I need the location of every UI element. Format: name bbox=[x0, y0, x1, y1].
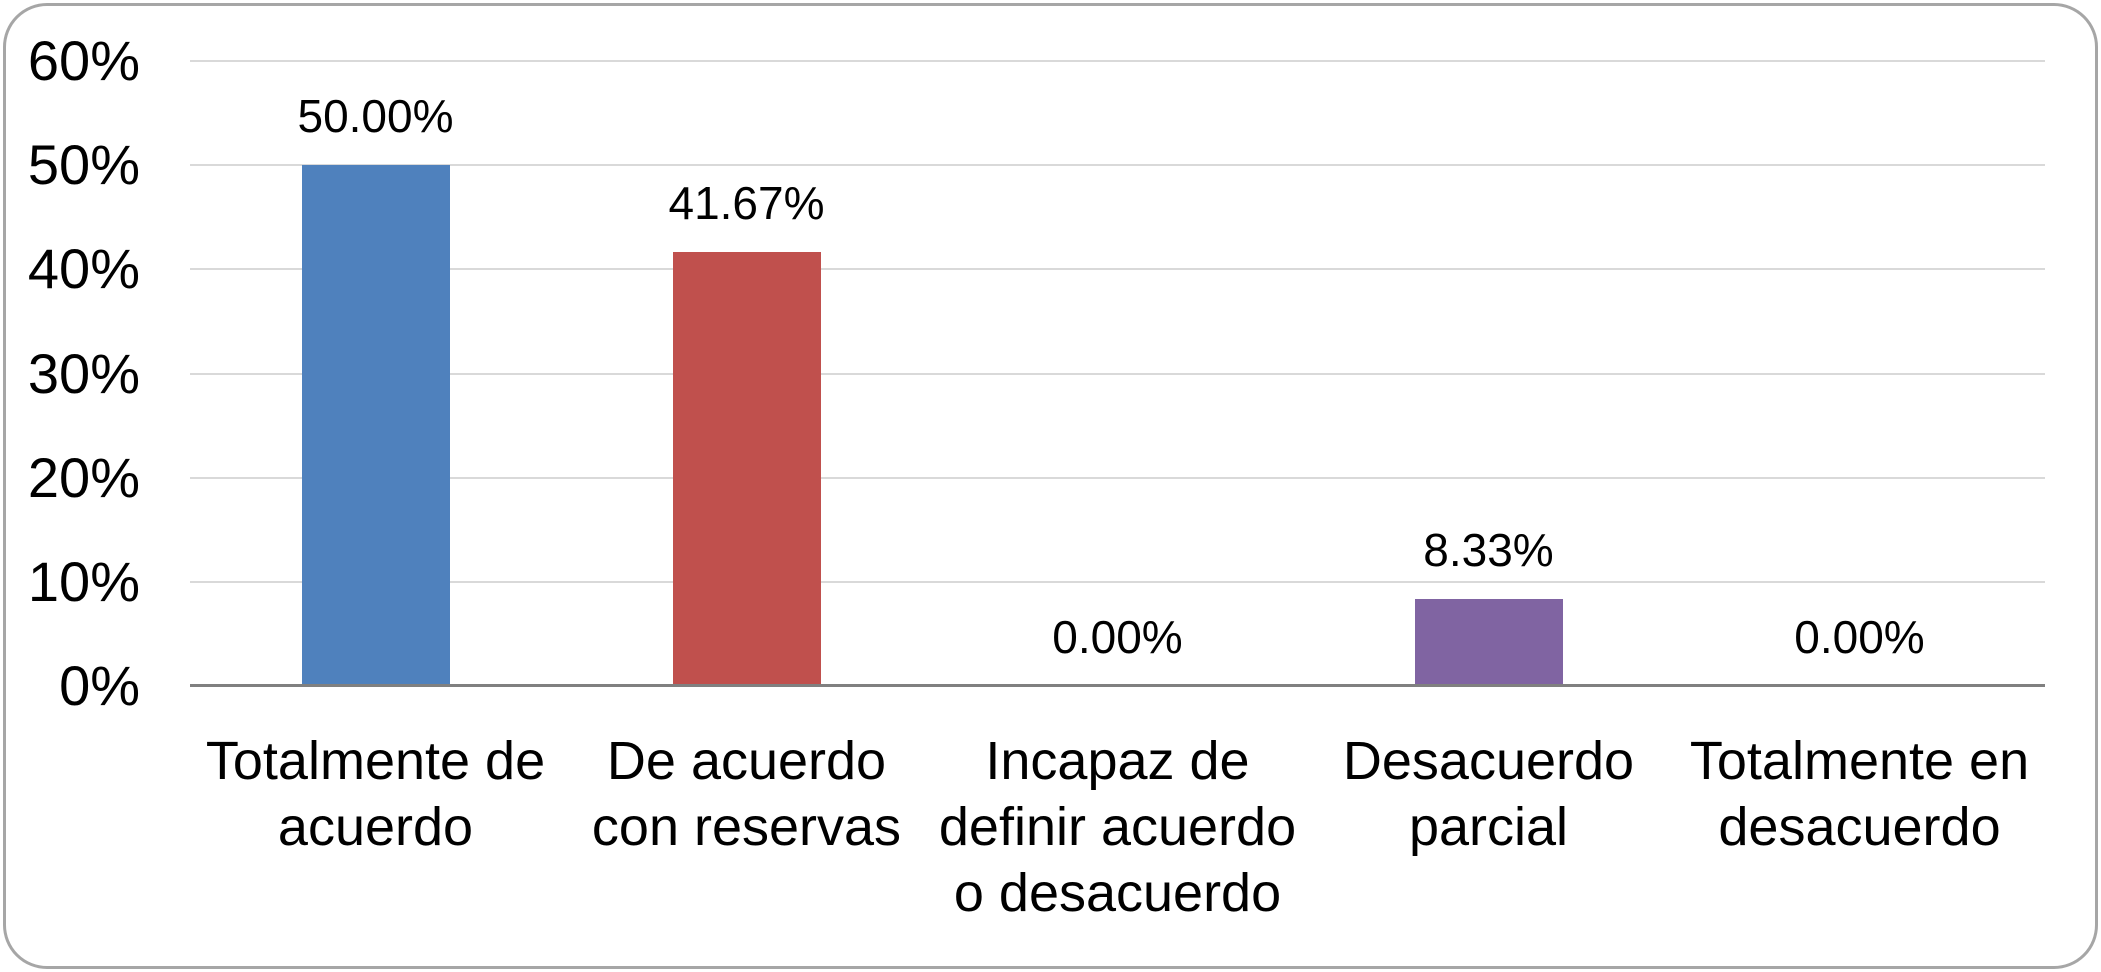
y-tick-label: 50% bbox=[27, 133, 140, 197]
category-label: Desacuerdo parcial bbox=[1303, 728, 1674, 860]
data-label: 0.00% bbox=[1052, 611, 1183, 663]
category-label-line: con reservas bbox=[591, 797, 902, 857]
category-label-line: parcial bbox=[1408, 797, 1569, 857]
category-label: Incapaz de definir acuerdo o desacuerdo bbox=[932, 728, 1303, 926]
category-label: Totalmente en desacuerdo bbox=[1674, 728, 2045, 860]
x-axis-line bbox=[190, 684, 2045, 687]
data-label: 0.00% bbox=[1794, 611, 1925, 663]
bar bbox=[302, 165, 450, 686]
data-label: 8.33% bbox=[1423, 524, 1554, 576]
y-tick-label: 30% bbox=[27, 341, 140, 405]
gridline-60% bbox=[190, 60, 2045, 62]
category-label-line: acuerdo bbox=[277, 797, 474, 857]
data-label: 50.00% bbox=[297, 90, 454, 142]
category-label-line: Totalmente en bbox=[1689, 731, 2030, 791]
gridline-30% bbox=[190, 372, 2045, 375]
category-label-line: definir acuerdo bbox=[938, 797, 1297, 857]
gridline-40% bbox=[190, 268, 2045, 271]
category-label-line: De acuerdo bbox=[606, 731, 887, 791]
category-label: De acuerdo con reservas bbox=[561, 728, 932, 860]
bar bbox=[1415, 599, 1563, 686]
gridline-20% bbox=[190, 476, 2045, 479]
category-label-line: desacuerdo bbox=[1718, 797, 2001, 857]
y-tick-label: 60% bbox=[27, 29, 140, 92]
y-tick-label: 20% bbox=[27, 445, 140, 509]
category-label-line: Desacuerdo bbox=[1342, 731, 1635, 791]
category-label: Totalmente de acuerdo bbox=[190, 728, 561, 860]
category-label-line: o desacuerdo bbox=[953, 863, 1282, 923]
gridline-50% bbox=[190, 164, 2045, 167]
bar bbox=[673, 252, 821, 686]
category-label-line: Totalmente de bbox=[205, 731, 546, 791]
y-tick-label: 0% bbox=[59, 654, 140, 717]
chart-border bbox=[3, 3, 2098, 969]
category-label-line: Incapaz de bbox=[985, 731, 1250, 791]
y-tick-label: 10% bbox=[27, 549, 140, 613]
gridline-10% bbox=[190, 580, 2045, 583]
data-label: 41.67% bbox=[668, 177, 825, 229]
y-tick-label: 40% bbox=[27, 237, 140, 301]
